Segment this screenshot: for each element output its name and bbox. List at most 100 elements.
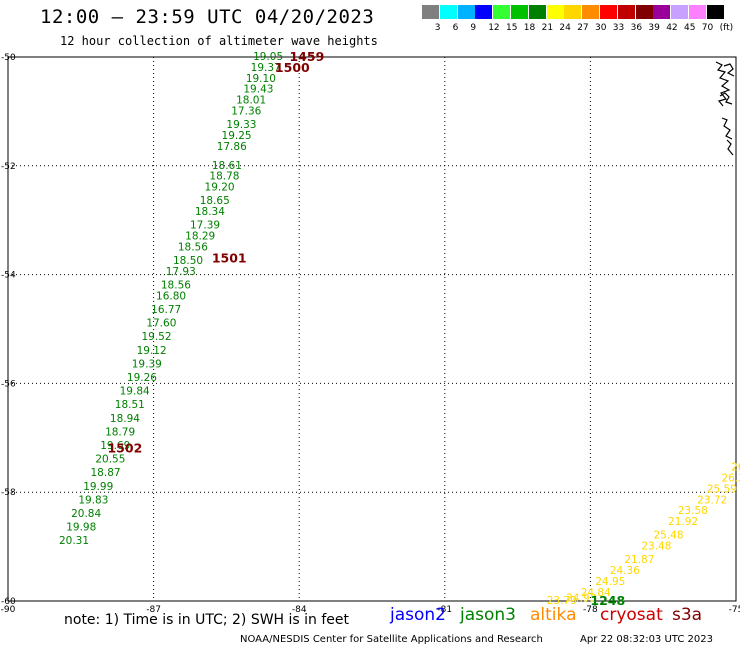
color-swatch [617, 5, 635, 19]
lat-tick-label: -56 [1, 379, 16, 389]
swh-label: 19.26 [127, 372, 157, 384]
color-swatch [457, 5, 475, 19]
time-label: 1501 [212, 250, 247, 265]
swh-label: 18.56 [178, 241, 208, 253]
color-swatch [706, 5, 724, 19]
color-scale-label: 6 [452, 23, 459, 33]
color-swatch [564, 5, 582, 19]
swh-label: 20.55 [95, 454, 125, 466]
color-scale-label: 33 [612, 23, 625, 33]
lon-tick-label: -87 [146, 605, 161, 615]
lon-tick-label: -90 [1, 605, 16, 615]
swh-label: 21.92 [668, 516, 698, 528]
swh-label: 18.34 [195, 206, 225, 218]
time-label: 1500 [275, 60, 310, 75]
time-label: 1459 [289, 49, 324, 64]
color-swatch [600, 5, 617, 19]
lon-tick-label: -81 [437, 605, 452, 615]
color-swatch [653, 5, 671, 19]
color-scale-label: 36 [630, 23, 643, 33]
swh-label: 17.39 [190, 220, 220, 232]
legend-jason3: jason3 [460, 605, 516, 625]
swh-label: 19.10 [246, 73, 276, 85]
swh-label: 18.51 [115, 399, 145, 411]
swh-label: 18.65 [200, 195, 230, 207]
color-swatch [439, 5, 457, 19]
color-swatch [546, 5, 564, 19]
swh-label: 19.12 [137, 345, 167, 357]
color-swatch [511, 5, 528, 19]
swh-label: 20.31 [59, 535, 89, 547]
lon-tick-label: -78 [583, 605, 598, 615]
color-scale-label: 15 [506, 23, 518, 33]
swh-label: 19.43 [243, 84, 273, 96]
map-subtitle: 12 hour collection of altimeter wave hei… [60, 34, 378, 48]
color-scale-label: 27 [577, 23, 589, 33]
swh-label: 18.61 [212, 160, 242, 172]
color-scale-label: 70 [701, 23, 714, 33]
swh-label: 19.84 [120, 386, 150, 398]
color-scale-label: 45 [684, 23, 696, 33]
swh-label: 17.36 [231, 105, 261, 117]
swh-label: 18.87 [91, 467, 121, 479]
color-scale-label: 30 [595, 23, 607, 33]
lon-tick-label: -75 [729, 605, 740, 615]
swh-label: 23.79 [547, 595, 577, 607]
color-scale-label: (ft) [719, 23, 734, 33]
color-scale-label: 21 [541, 23, 554, 33]
color-swatch [493, 5, 511, 19]
swh-label: 19.05 [253, 51, 283, 63]
color-swatch [671, 5, 689, 19]
swh-label: 19.33 [226, 119, 256, 131]
swh-label: 26 [731, 462, 740, 474]
color-swatch [689, 5, 706, 19]
swh-label: 25.48 [653, 530, 683, 542]
swh-label: 16.80 [156, 290, 186, 302]
color-swatch [475, 5, 493, 19]
lat-tick-label: -58 [1, 488, 16, 498]
color-scale-label: 9 [470, 23, 477, 33]
legend-s3a: s3a [672, 605, 703, 625]
swh-label: 23.48 [641, 541, 671, 553]
generated-timestamp: Apr 22 08:32:03 UTC 2023 [580, 634, 713, 645]
swh-label: 19.37 [251, 62, 281, 74]
map-frame [7, 56, 737, 602]
color-scale-label: 3 [434, 23, 441, 33]
color-scale-label: 18 [523, 23, 536, 33]
swh-label: 24.36 [610, 565, 640, 577]
swh-label: 23.72 [697, 494, 727, 506]
swh-label: 18.79 [105, 426, 135, 438]
swh-label: 24.93 [566, 592, 596, 604]
swh-label: 18.78 [209, 171, 239, 183]
swh-label: 17.86 [217, 141, 247, 153]
time-label: 1248 [590, 593, 625, 608]
swh-label: 19.69 [100, 440, 130, 452]
swh-label: 18.56 [161, 279, 191, 291]
color-swatch [582, 5, 600, 19]
color-scale-label: 24 [559, 23, 571, 33]
swh-label: 19.39 [132, 358, 162, 370]
color-swatch [635, 5, 653, 19]
map-title: 12:00 – 23:59 UTC 04/20/2023 [40, 6, 375, 28]
swh-label: 18.94 [110, 413, 140, 425]
color-scale-label: 42 [666, 23, 678, 33]
swh-label: 17.60 [146, 318, 176, 330]
swh-label: 17.93 [166, 266, 196, 278]
swh-label: 19.83 [78, 494, 108, 506]
swh-label: 18.01 [236, 95, 266, 107]
credit-line: NOAA/NESDIS Center for Satellite Applica… [240, 634, 543, 645]
swh-label: 19.25 [222, 130, 252, 142]
swh-label: 16.77 [151, 304, 181, 316]
coastline [715, 61, 735, 156]
lat-tick-label: -54 [1, 271, 16, 281]
color-scale-label: 12 [488, 23, 500, 33]
swh-label: 23.58 [678, 505, 708, 517]
swh-label: 24.95 [595, 576, 625, 588]
lat-tick-label: -60 [1, 597, 16, 607]
color-swatch [422, 5, 439, 19]
swh-label: 19.20 [205, 182, 235, 194]
swh-label: 25.59 [707, 483, 737, 495]
color-swatch [528, 5, 546, 19]
lat-tick-label: -52 [1, 162, 16, 172]
